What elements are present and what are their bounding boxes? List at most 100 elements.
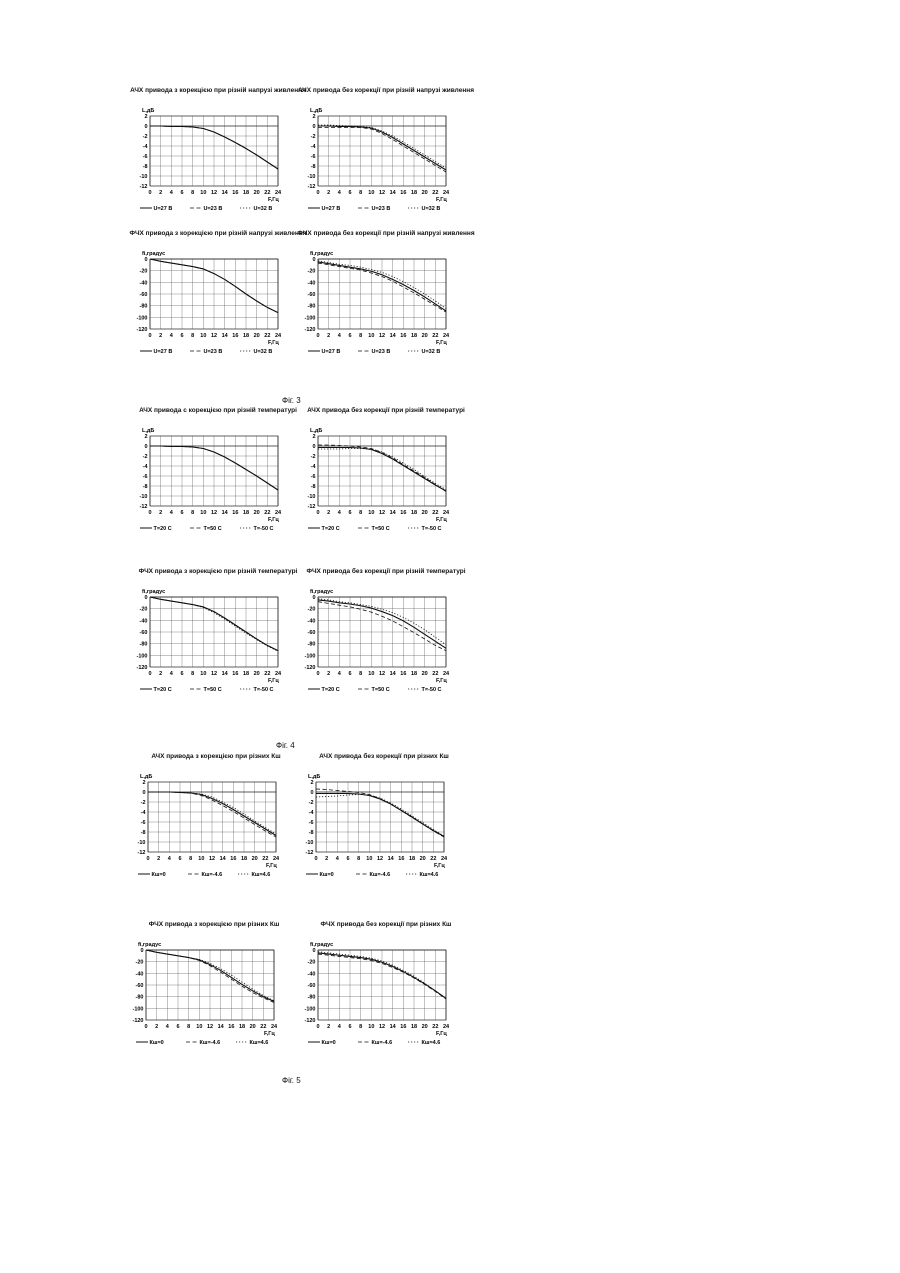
x-tick-label: 10: [200, 671, 206, 677]
x-tick-label: 18: [243, 510, 249, 516]
x-tick-label: 0: [316, 1024, 319, 1030]
x-axis-label: F,Гц: [264, 1031, 275, 1037]
x-tick-label: 12: [379, 333, 385, 339]
x-tick-label: 2: [327, 1024, 330, 1030]
x-tick-label: 2: [159, 190, 162, 196]
x-tick-label: 20: [422, 510, 428, 516]
x-tick-label: 14: [388, 856, 395, 862]
x-tick-label: 18: [411, 1024, 417, 1030]
x-tick-label: 8: [359, 1024, 362, 1030]
x-tick-label: 8: [359, 510, 362, 516]
x-tick-label: 10: [200, 510, 206, 516]
x-tick-label: 8: [187, 1024, 190, 1030]
x-tick-label: 16: [232, 333, 238, 339]
y-tick-label: 2: [312, 114, 315, 120]
legend-label: T=-50 C: [254, 526, 274, 532]
x-tick-label: 20: [250, 1024, 256, 1030]
x-tick-label: 4: [338, 671, 342, 677]
x-tick-label: 8: [359, 671, 362, 677]
y-tick-label: 0: [144, 124, 147, 130]
y-tick-label: -80: [308, 304, 316, 310]
x-tick-label: 2: [157, 856, 160, 862]
x-tick-label: 18: [411, 671, 417, 677]
x-tick-label: 24: [271, 1024, 278, 1030]
y-tick-label: -80: [136, 995, 144, 1001]
x-tick-label: 6: [176, 1024, 179, 1030]
y-tick-label: -120: [304, 665, 315, 671]
x-tick-label: 16: [400, 671, 406, 677]
x-tick-label: 14: [222, 671, 229, 677]
x-tick-label: 18: [243, 333, 249, 339]
chart-amplitude-uncorrected-voltage: АЧХ привода без корекції при різній напр…: [296, 86, 476, 246]
x-tick-label: 24: [275, 671, 282, 677]
y-tick-label: -120: [132, 1018, 143, 1024]
y-tick-label: -60: [308, 292, 316, 298]
y-tick-label: 0: [144, 595, 147, 601]
y-tick-label: -100: [136, 315, 147, 321]
x-tick-label: 16: [232, 190, 238, 196]
y-tick-label: -2: [311, 454, 316, 460]
x-tick-label: 12: [211, 190, 217, 196]
x-tick-label: 8: [359, 190, 362, 196]
chart-canvas: L,дБ024681012141618202224-12-10-8-6-4-20…: [128, 406, 308, 566]
y-tick-label: -2: [311, 134, 316, 140]
x-tick-label: 18: [243, 671, 249, 677]
x-tick-label: 0: [316, 333, 319, 339]
legend-label: T=20 C: [154, 526, 172, 532]
x-tick-label: 14: [222, 510, 229, 516]
legend-label: T=20 C: [154, 687, 172, 693]
x-tick-label: 4: [336, 856, 340, 862]
y-tick-label: 0: [144, 257, 147, 263]
x-tick-label: 20: [254, 510, 260, 516]
x-tick-label: 24: [443, 333, 450, 339]
y-tick-label: -8: [309, 830, 314, 836]
x-tick-label: 14: [222, 333, 229, 339]
x-axis-label: F,Гц: [268, 678, 279, 684]
x-tick-label: 12: [211, 333, 217, 339]
y-tick-label: -12: [308, 504, 316, 510]
legend-label: Кш=4.6: [422, 1040, 441, 1046]
x-tick-label: 24: [441, 856, 448, 862]
y-tick-label: -100: [304, 653, 315, 659]
legend-label: U=32 В: [422, 206, 441, 212]
x-tick-label: 10: [198, 856, 204, 862]
y-tick-label: -80: [308, 995, 316, 1001]
x-tick-label: 14: [218, 1024, 225, 1030]
y-tick-label: -6: [311, 154, 316, 160]
y-tick-label: -80: [140, 304, 148, 310]
x-tick-label: 18: [243, 190, 249, 196]
x-tick-label: 12: [209, 856, 215, 862]
x-tick-label: 14: [390, 333, 397, 339]
x-tick-label: 8: [359, 333, 362, 339]
x-tick-label: 0: [316, 190, 319, 196]
x-tick-label: 12: [379, 1024, 385, 1030]
legend-label: Кш=4.6: [250, 1040, 269, 1046]
y-tick-label: -40: [140, 280, 148, 286]
x-tick-label: 6: [180, 190, 183, 196]
y-tick-label: -20: [136, 960, 144, 966]
x-tick-label: 22: [432, 1024, 438, 1030]
figure-label-4: Фіг. 4: [276, 741, 295, 750]
y-tick-label: -60: [308, 630, 316, 636]
x-tick-label: 2: [327, 671, 330, 677]
chart-canvas: fi,градус024681012141618202224-120-100-8…: [128, 567, 308, 727]
x-tick-label: 0: [146, 856, 149, 862]
chart-amplitude-corrected-voltage: АЧХ привода з корекцією при різній напру…: [128, 86, 308, 246]
x-tick-label: 22: [432, 671, 438, 677]
x-tick-label: 16: [400, 1024, 406, 1030]
x-tick-label: 6: [180, 333, 183, 339]
y-tick-label: -4: [141, 810, 147, 816]
x-tick-label: 22: [260, 1024, 266, 1030]
x-tick-label: 10: [368, 1024, 374, 1030]
x-tick-label: 22: [264, 510, 270, 516]
y-tick-label: 2: [144, 114, 147, 120]
legend-label: Кш=0: [150, 1040, 164, 1046]
chart-canvas: L,дБ024681012141618202224-12-10-8-6-4-20…: [296, 86, 476, 246]
x-tick-label: 4: [338, 190, 342, 196]
y-tick-label: -20: [140, 607, 148, 613]
x-axis-label: F,Гц: [436, 340, 447, 346]
y-tick-label: -6: [143, 474, 148, 480]
y-tick-label: -120: [136, 665, 147, 671]
y-tick-label: -100: [132, 1006, 143, 1012]
